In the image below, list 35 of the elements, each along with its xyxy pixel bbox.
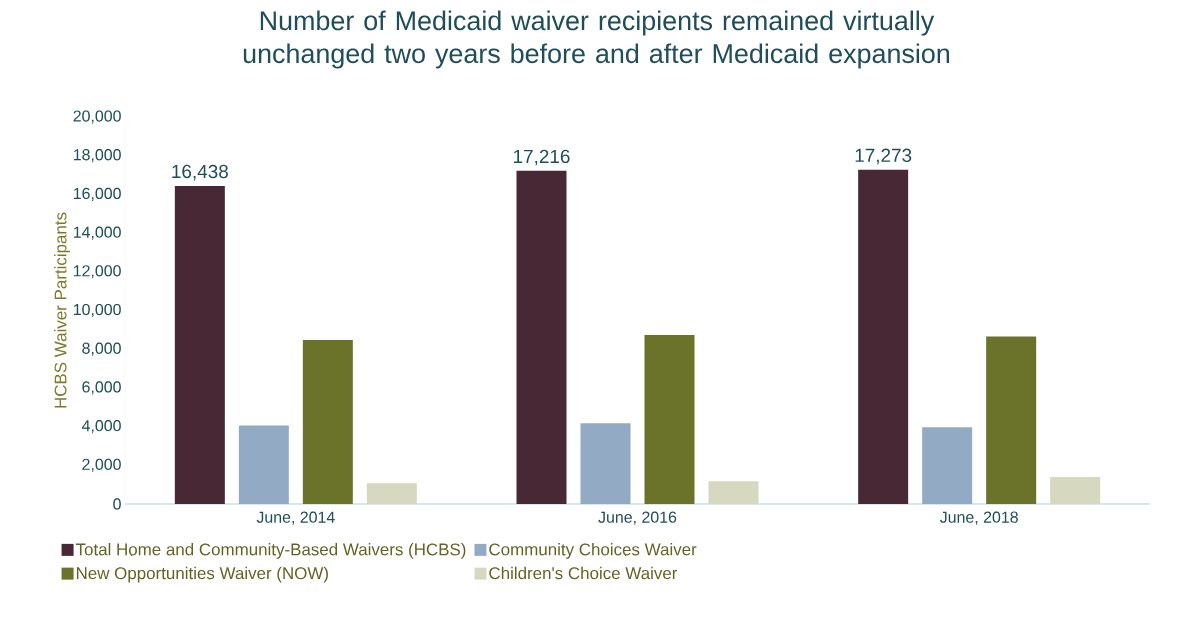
bar	[238, 425, 289, 504]
chart-title: Number of Medicaid waiver recipients remained virtually unchanged two years before and after Medicaid expansion	[243, 10, 950, 69]
bar	[516, 170, 567, 504]
y-tick-label: 0	[113, 498, 121, 510]
bar	[302, 339, 353, 504]
bar	[174, 185, 225, 504]
y-tick-label: 6,000	[82, 381, 121, 395]
y-tick-label: 8,000	[82, 342, 121, 356]
bar	[922, 427, 973, 504]
y-tick-label: 16,000	[73, 187, 121, 201]
y-tick-label: 2,000	[82, 458, 121, 472]
legend-label: Children's Choice Waiver	[489, 566, 678, 580]
x-tick-label: June, 2014	[256, 511, 335, 525]
legend-label: New Opportunities Waiver (NOW)	[76, 566, 328, 583]
y-tick-label: 4,000	[81, 420, 121, 434]
legend-label: Community Choices Waiver	[489, 543, 697, 559]
y-tick-label: 12,000	[73, 265, 121, 279]
x-tick-label: June, 2018	[939, 511, 1018, 525]
bar	[366, 483, 417, 504]
bar	[1050, 477, 1101, 504]
data-label: 16,438	[172, 164, 228, 181]
y-tick-label: 10,000	[73, 303, 121, 318]
x-tick-label: June, 2016	[598, 511, 677, 525]
y-axis-title: HCBS Waiver Participants	[54, 212, 70, 408]
legend-label: Total Home and Community-Based Waivers (HCBS)	[75, 543, 466, 559]
bar	[644, 335, 695, 504]
y-tick-label: 14,000	[73, 226, 121, 240]
bar	[858, 169, 909, 504]
bar	[986, 336, 1037, 504]
bar	[708, 481, 759, 504]
data-label: 17,273	[855, 148, 912, 165]
bar	[580, 423, 631, 504]
y-tick-label: 20,000	[73, 110, 121, 124]
y-tick-label: 18,000	[73, 149, 121, 163]
data-label: 17,216	[513, 149, 570, 166]
